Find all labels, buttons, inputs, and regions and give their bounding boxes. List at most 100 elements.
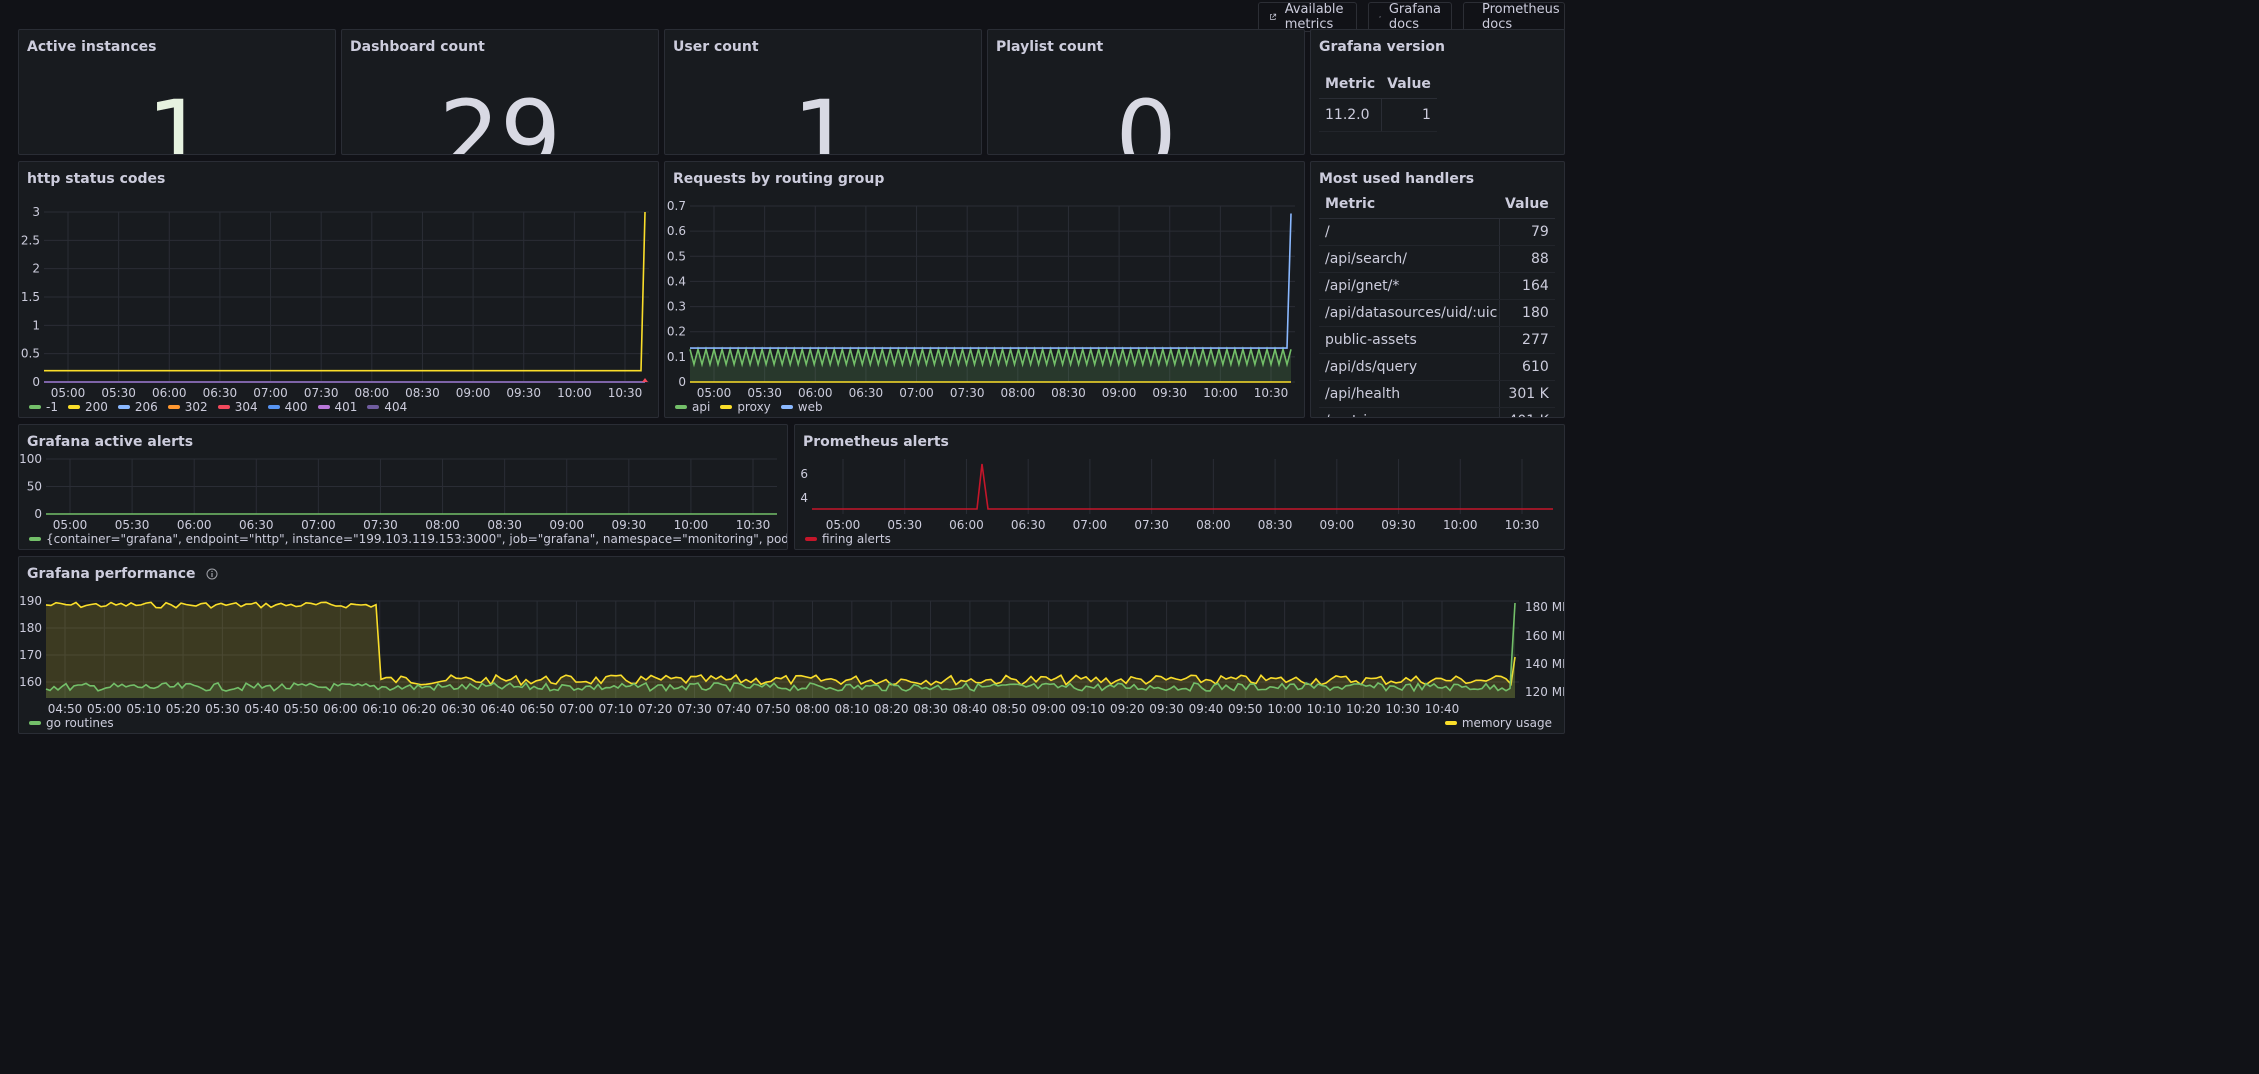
stat-panel-dashboard-count[interactable]: Dashboard count 29 (341, 29, 659, 155)
panel-title: Requests by routing group (673, 171, 885, 187)
stat-panel-playlist-count[interactable]: Playlist count 0 (987, 29, 1305, 155)
x-tick-label: 05:30 (115, 518, 150, 532)
y-tick-label: 0.4 (667, 274, 686, 288)
legend-item[interactable]: 401 (317, 400, 358, 414)
y-tick-label: 0.7 (667, 199, 686, 213)
x-tick-label: 06:00 (177, 518, 212, 532)
chart-panel-http-status-codes[interactable]: http status codes 0 0.5 1 1.5 2 2.5 3 05:00 05:3… (18, 161, 659, 418)
prometheus-docs-link[interactable]: Prometheus docs (1463, 2, 1565, 32)
legend-item[interactable]: memory usage (1444, 716, 1552, 730)
table-cell-metric: /api/ds/query (1319, 353, 1500, 381)
legend-item[interactable]: web (780, 400, 823, 414)
legend-item[interactable]: proxy (720, 400, 771, 414)
handlers-table: Metric Value /79/api/search/88/api/gnet/… (1319, 190, 1555, 417)
legend-item[interactable]: 404 (367, 400, 407, 414)
prometheus-docs-label: Prometheus docs (1482, 2, 1560, 32)
legend-label: 206 (134, 400, 158, 414)
column-header-metric[interactable]: Metric (1319, 190, 1499, 219)
legend-item[interactable]: 304 (217, 400, 258, 414)
x-tick-label: 05:30 (747, 386, 782, 400)
routing-group-chart: 0 0.1 0.2 0.3 0.4 0.5 0.6 0.7 05:00 05:30 06:00 06:… (667, 199, 1295, 400)
x-tick-label: 06:30 (203, 386, 238, 400)
y-tick-left-label: 170 (19, 648, 42, 662)
stat-panel-active-instances[interactable]: Active instances 1 (18, 29, 336, 155)
x-tick-label: 10:30 (1254, 386, 1289, 400)
legend-item[interactable]: firing alerts (805, 532, 891, 546)
chart-panel-grafana-performance[interactable]: Grafana performance 160 170 180 190 120 MB 14… (18, 556, 1565, 734)
y-tick-label: 50 (27, 480, 42, 494)
y-tick-left-label: 180 (19, 621, 42, 635)
stat-value: 1 (146, 80, 208, 155)
legend-item[interactable]: {container="grafana", endpoint="http", i… (29, 532, 787, 546)
chart-panel-requests-by-routing-group[interactable]: Requests by routing group 0 0.1 0.2 0.3 0.4 0… (664, 161, 1305, 418)
available-metrics-label: Available metrics (1284, 2, 1344, 32)
x-tick-label: 09:30 (506, 386, 541, 400)
table-row: /api/gnet/* 164 (1319, 272, 1555, 300)
legend-swatch (117, 405, 130, 409)
panel-title: http status codes (27, 171, 166, 187)
legend-label: 302 (184, 400, 208, 414)
x-tick-label: 10:00 (1267, 702, 1302, 716)
column-header-metric[interactable]: Metric (1319, 70, 1382, 99)
info-icon[interactable] (206, 568, 218, 580)
prometheus-alerts-chart: 4 6 05:00 05:30 06:00 06:30 07:00 07:30 08:00 08:… (800, 459, 1553, 532)
legend-item[interactable]: 206 (117, 400, 158, 414)
x-tick-label: 09:50 (1228, 702, 1263, 716)
legend-item[interactable]: -1 (29, 400, 58, 414)
table-cell-value: 1 (1381, 98, 1437, 132)
legend-swatch (1444, 721, 1457, 725)
chart-legend: api proxy web (675, 400, 823, 414)
http-status-chart: 0 0.5 1 1.5 2 2.5 3 05:00 05:30 06:00 06:30 07:00 07… (21, 205, 649, 400)
y-tick-left-label: 190 (19, 594, 42, 608)
panel-title: Grafana version (1319, 39, 1445, 55)
grafana-docs-link[interactable]: Grafana docs (1368, 2, 1452, 32)
x-tick-label: 06:40 (480, 702, 515, 716)
available-metrics-link[interactable]: Available metrics (1258, 2, 1357, 32)
legend-item[interactable]: 200 (67, 400, 108, 414)
chart-legend-left: go routines (29, 716, 114, 730)
chart-panel-grafana-active-alerts[interactable]: Grafana active alerts 0 50 100 05:00 05:30 06… (18, 424, 788, 550)
series-marker-304 (642, 378, 648, 382)
legend-label: 404 (384, 400, 408, 414)
x-tick-label: 06:20 (402, 702, 437, 716)
x-tick-label: 06:00 (949, 518, 984, 532)
legend-item[interactable]: api (675, 400, 710, 414)
x-tick-label: 05:10 (126, 702, 161, 716)
table-cell-metric: / (1319, 218, 1500, 246)
panel-title: Grafana active alerts (27, 434, 194, 450)
legend-label: 400 (284, 400, 308, 414)
chart-panel-prometheus-alerts[interactable]: Prometheus alerts 4 6 05:00 05:30 06:00 06:30… (794, 424, 1565, 550)
stat-panel-user-count[interactable]: User count 1 (664, 29, 982, 155)
table-cell-metric: /api/search/ (1319, 245, 1500, 273)
x-tick-label: 08:50 (992, 702, 1027, 716)
panel-title: Active instances (27, 39, 157, 55)
y-tick-label: 0 (32, 375, 40, 389)
table-panel-most-used-handlers[interactable]: Most used handlers Metric Value /79/api/… (1310, 161, 1565, 418)
y-tick-left-label: 160 (19, 675, 42, 689)
x-tick-label: 09:00 (456, 386, 491, 400)
x-tick-label: 09:30 (1381, 518, 1416, 532)
table-cell-value: 79 (1499, 218, 1555, 246)
column-header-value[interactable]: Value (1499, 190, 1555, 219)
panel-title: User count (673, 39, 759, 55)
external-link-icon (1270, 13, 1277, 20)
legend-item[interactable]: 302 (167, 400, 208, 414)
series-line-firing-alerts (812, 463, 1553, 510)
series-line-go-routines-area (46, 603, 1515, 698)
table-cell-value: 610 (1499, 353, 1555, 381)
x-tick-label: 07:30 (363, 518, 398, 532)
x-tick-label: 06:30 (441, 702, 476, 716)
series-line-go-routines (45, 602, 1516, 693)
column-header-value[interactable]: Value (1381, 70, 1437, 99)
legend-label: 401 (334, 400, 358, 414)
legend-item[interactable]: go routines (29, 716, 114, 730)
panel-title: Grafana performance (27, 566, 218, 582)
x-tick-label: 08:30 (405, 386, 440, 400)
table-panel-grafana-version[interactable]: Grafana version Metric Value 11.2.0 1 (1310, 29, 1565, 155)
legend-item[interactable]: 400 (267, 400, 308, 414)
y-tick-label: 0 (34, 507, 42, 521)
stat-value: 1 (792, 80, 854, 155)
legend-label: web (797, 400, 823, 414)
performance-chart: 160 170 180 190 120 MB 140 MB 160 MB 180 MB 04:5… (19, 594, 1564, 716)
table-cell-value: 164 (1499, 272, 1555, 300)
